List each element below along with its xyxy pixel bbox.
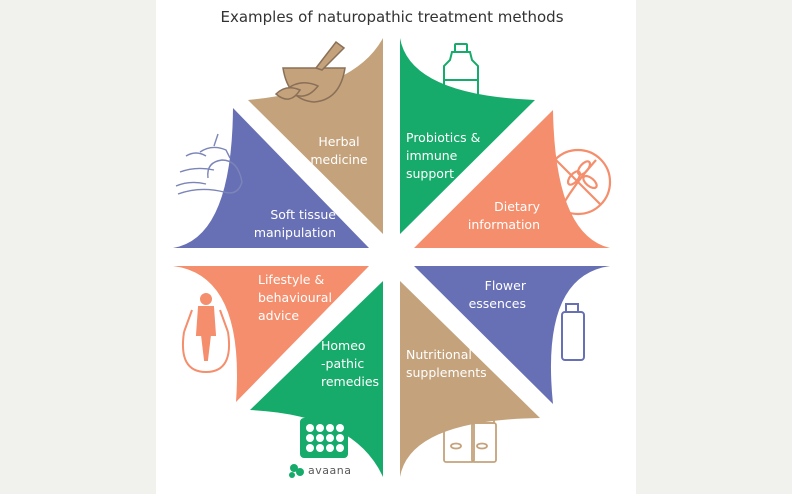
label-flower-essences: Flower essences <box>469 278 527 311</box>
label-line: supplements <box>406 365 487 380</box>
label-line: Nutritional <box>406 347 472 362</box>
label-line: remedies <box>321 374 379 389</box>
label-line: information <box>468 217 540 232</box>
label-lifestyle-advice: Lifestyle & behavioural advice <box>258 272 332 323</box>
no-wheat-icon <box>544 148 612 216</box>
segment-flower-essences <box>414 266 610 404</box>
brand-name: avaana <box>308 464 351 477</box>
label-line: Flower <box>485 278 527 293</box>
mortar-pestle-icon <box>274 40 346 103</box>
segment-nutritional-supplements <box>400 281 540 477</box>
label-line: Soft tissue <box>270 207 336 222</box>
diagram-title: Examples of naturopathic treatment metho… <box>220 8 563 26</box>
jump-rope-icon <box>182 293 230 374</box>
label-line: Herbal <box>318 134 359 149</box>
bottle-icon <box>443 43 479 109</box>
supplement-jars-icon <box>443 411 497 463</box>
label-line: Homeo <box>321 338 366 353</box>
label-line: Lifestyle & <box>258 272 324 287</box>
pill-jar-icon <box>300 408 348 458</box>
massage-icon <box>175 133 243 195</box>
label-line: medicine <box>310 152 368 167</box>
label-herbal-medicine: Herbal medicine <box>310 134 368 167</box>
dropper-bottle-icon <box>525 303 585 361</box>
segment-dietary-information <box>414 110 610 248</box>
label-line: -pathic <box>321 356 364 371</box>
label-nutritional-supplements: Nutritional supplements <box>406 347 487 380</box>
label-homeopathic-remedies: Homeo -pathic remedies <box>321 338 379 389</box>
label-line: Probiotics & <box>406 130 481 145</box>
avaana-logo <box>289 464 304 478</box>
label-line: behavioural <box>258 290 332 305</box>
label-line: advice <box>258 308 299 323</box>
label-line: Dietary <box>494 199 540 214</box>
segment-herbal-medicine <box>248 38 383 234</box>
segment-soft-tissue-manipulation <box>173 108 369 248</box>
label-line: manipulation <box>254 225 336 240</box>
label-line: immune <box>406 148 458 163</box>
segment-homeopathic-remedies <box>250 281 383 477</box>
label-line: essences <box>469 296 526 311</box>
segment-probiotics <box>400 38 535 234</box>
label-soft-tissue-manipulation: Soft tissue manipulation <box>254 207 336 240</box>
label-line: support <box>406 166 454 181</box>
label-dietary-information: Dietary information <box>468 199 541 232</box>
label-probiotics: Probiotics & immune support <box>406 130 481 181</box>
segment-lifestyle-advice <box>173 266 369 402</box>
